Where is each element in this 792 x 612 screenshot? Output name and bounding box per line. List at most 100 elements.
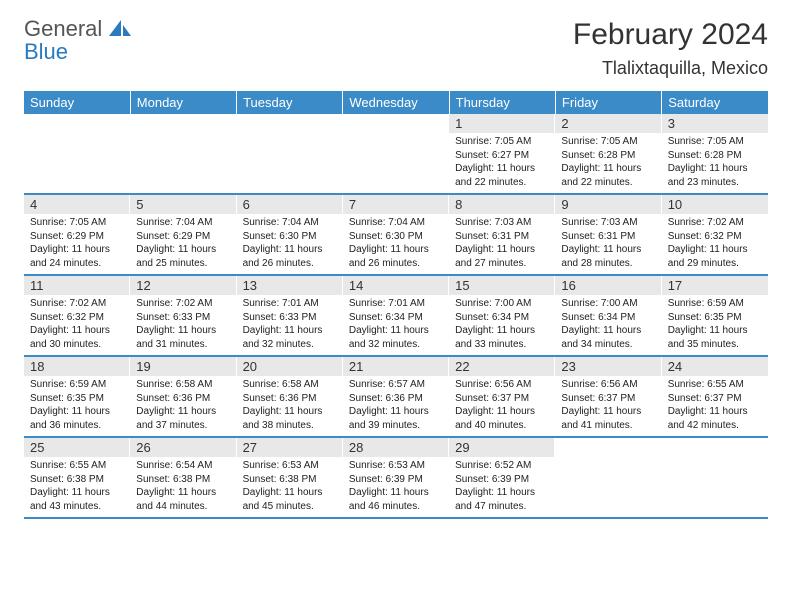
- brand-logo: General Blue: [24, 18, 131, 64]
- sunrise-line: Sunrise: 7:01 AM: [243, 297, 337, 311]
- day-details: Sunrise: 6:52 AMSunset: 6:39 PMDaylight:…: [449, 457, 555, 517]
- calendar-week-row: 25Sunrise: 6:55 AMSunset: 6:38 PMDayligh…: [24, 437, 768, 518]
- sunrise-line: Sunrise: 6:52 AM: [455, 459, 549, 473]
- sunset-line: Sunset: 6:38 PM: [243, 473, 337, 487]
- sunset-line: Sunset: 6:36 PM: [349, 392, 443, 406]
- day-number: 16: [555, 276, 661, 295]
- sunset-line: Sunset: 6:33 PM: [136, 311, 230, 325]
- sunset-line: Sunset: 6:28 PM: [561, 149, 655, 163]
- sunrise-line: Sunrise: 7:02 AM: [136, 297, 230, 311]
- calendar-day-cell: 19Sunrise: 6:58 AMSunset: 6:36 PMDayligh…: [130, 356, 236, 437]
- daylight-line: Daylight: 11 hours and 26 minutes.: [349, 243, 443, 270]
- day-number: 25: [24, 438, 130, 457]
- calendar-day-cell: 9Sunrise: 7:03 AMSunset: 6:31 PMDaylight…: [555, 194, 661, 275]
- day-details: Sunrise: 7:00 AMSunset: 6:34 PMDaylight:…: [449, 295, 555, 355]
- day-details: Sunrise: 6:55 AMSunset: 6:37 PMDaylight:…: [662, 376, 768, 436]
- day-details: Sunrise: 6:55 AMSunset: 6:38 PMDaylight:…: [24, 457, 130, 517]
- sunset-line: Sunset: 6:27 PM: [455, 149, 549, 163]
- brand-text-1: General: [24, 16, 102, 41]
- day-details: Sunrise: 6:54 AMSunset: 6:38 PMDaylight:…: [130, 457, 236, 517]
- sunrise-line: Sunrise: 7:00 AM: [561, 297, 655, 311]
- daylight-line: Daylight: 11 hours and 33 minutes.: [455, 324, 549, 351]
- daylight-line: Daylight: 11 hours and 26 minutes.: [243, 243, 337, 270]
- calendar-day-cell: 24Sunrise: 6:55 AMSunset: 6:37 PMDayligh…: [662, 356, 768, 437]
- day-number: 15: [449, 276, 555, 295]
- calendar-week-row: 11Sunrise: 7:02 AMSunset: 6:32 PMDayligh…: [24, 275, 768, 356]
- calendar-day-cell: 25Sunrise: 6:55 AMSunset: 6:38 PMDayligh…: [24, 437, 130, 518]
- day-details: Sunrise: 7:02 AMSunset: 6:32 PMDaylight:…: [662, 214, 768, 274]
- sunset-line: Sunset: 6:30 PM: [243, 230, 337, 244]
- calendar-day-cell: 1Sunrise: 7:05 AMSunset: 6:27 PMDaylight…: [449, 114, 555, 194]
- sunrise-line: Sunrise: 7:01 AM: [349, 297, 443, 311]
- calendar-day-cell: [555, 437, 661, 518]
- daylight-line: Daylight: 11 hours and 25 minutes.: [136, 243, 230, 270]
- day-number: 21: [343, 357, 449, 376]
- brand-text-2: Blue: [24, 39, 68, 64]
- daylight-line: Daylight: 11 hours and 30 minutes.: [30, 324, 124, 351]
- calendar-day-cell: 10Sunrise: 7:02 AMSunset: 6:32 PMDayligh…: [662, 194, 768, 275]
- sunset-line: Sunset: 6:38 PM: [30, 473, 124, 487]
- day-number: 10: [662, 195, 768, 214]
- weekday-header: Tuesday: [237, 91, 343, 114]
- sunset-line: Sunset: 6:31 PM: [455, 230, 549, 244]
- day-number: 3: [662, 114, 768, 133]
- calendar-day-cell: 16Sunrise: 7:00 AMSunset: 6:34 PMDayligh…: [555, 275, 661, 356]
- daylight-line: Daylight: 11 hours and 28 minutes.: [561, 243, 655, 270]
- calendar-day-cell: 26Sunrise: 6:54 AMSunset: 6:38 PMDayligh…: [130, 437, 236, 518]
- sunrise-line: Sunrise: 7:03 AM: [455, 216, 549, 230]
- daylight-line: Daylight: 11 hours and 35 minutes.: [668, 324, 762, 351]
- sunset-line: Sunset: 6:37 PM: [455, 392, 549, 406]
- calendar-day-cell: 22Sunrise: 6:56 AMSunset: 6:37 PMDayligh…: [449, 356, 555, 437]
- weekday-header: Sunday: [24, 91, 130, 114]
- calendar-day-cell: 17Sunrise: 6:59 AMSunset: 6:35 PMDayligh…: [662, 275, 768, 356]
- day-number: 9: [555, 195, 661, 214]
- calendar-day-cell: 18Sunrise: 6:59 AMSunset: 6:35 PMDayligh…: [24, 356, 130, 437]
- day-details: Sunrise: 6:56 AMSunset: 6:37 PMDaylight:…: [555, 376, 661, 436]
- daylight-line: Daylight: 11 hours and 46 minutes.: [349, 486, 443, 513]
- day-number: 5: [130, 195, 236, 214]
- sunrise-line: Sunrise: 7:05 AM: [561, 135, 655, 149]
- day-details: Sunrise: 7:05 AMSunset: 6:28 PMDaylight:…: [662, 133, 768, 193]
- sunset-line: Sunset: 6:30 PM: [349, 230, 443, 244]
- calendar-page: General Blue February 2024 Tlalixtaquill…: [0, 0, 792, 537]
- page-header: General Blue February 2024 Tlalixtaquill…: [24, 18, 768, 79]
- sunset-line: Sunset: 6:28 PM: [668, 149, 762, 163]
- daylight-line: Daylight: 11 hours and 24 minutes.: [30, 243, 124, 270]
- daylight-line: Daylight: 11 hours and 44 minutes.: [136, 486, 230, 513]
- sunrise-line: Sunrise: 7:05 AM: [30, 216, 124, 230]
- title-block: February 2024 Tlalixtaquilla, Mexico: [573, 18, 768, 79]
- day-number: 27: [237, 438, 343, 457]
- day-details: Sunrise: 7:02 AMSunset: 6:33 PMDaylight:…: [130, 295, 236, 355]
- weekday-header: Saturday: [662, 91, 768, 114]
- calendar-week-row: 18Sunrise: 6:59 AMSunset: 6:35 PMDayligh…: [24, 356, 768, 437]
- sunset-line: Sunset: 6:32 PM: [668, 230, 762, 244]
- day-details: Sunrise: 6:57 AMSunset: 6:36 PMDaylight:…: [343, 376, 449, 436]
- day-number: 6: [237, 195, 343, 214]
- sunset-line: Sunset: 6:29 PM: [30, 230, 124, 244]
- calendar-day-cell: 7Sunrise: 7:04 AMSunset: 6:30 PMDaylight…: [343, 194, 449, 275]
- sunrise-line: Sunrise: 6:59 AM: [668, 297, 762, 311]
- day-details: Sunrise: 6:53 AMSunset: 6:39 PMDaylight:…: [343, 457, 449, 517]
- day-number: 2: [555, 114, 661, 133]
- calendar-day-cell: 6Sunrise: 7:04 AMSunset: 6:30 PMDaylight…: [237, 194, 343, 275]
- sunset-line: Sunset: 6:39 PM: [349, 473, 443, 487]
- day-number: 1: [449, 114, 555, 133]
- calendar-day-cell: 3Sunrise: 7:05 AMSunset: 6:28 PMDaylight…: [662, 114, 768, 194]
- daylight-line: Daylight: 11 hours and 39 minutes.: [349, 405, 443, 432]
- sunset-line: Sunset: 6:37 PM: [561, 392, 655, 406]
- sunset-line: Sunset: 6:34 PM: [455, 311, 549, 325]
- sunrise-line: Sunrise: 7:02 AM: [668, 216, 762, 230]
- day-details: Sunrise: 7:05 AMSunset: 6:28 PMDaylight:…: [555, 133, 661, 193]
- daylight-line: Daylight: 11 hours and 42 minutes.: [668, 405, 762, 432]
- calendar-day-cell: 15Sunrise: 7:00 AMSunset: 6:34 PMDayligh…: [449, 275, 555, 356]
- brand-sail-icon: [109, 20, 131, 36]
- sunset-line: Sunset: 6:34 PM: [349, 311, 443, 325]
- calendar-day-cell: 4Sunrise: 7:05 AMSunset: 6:29 PMDaylight…: [24, 194, 130, 275]
- daylight-line: Daylight: 11 hours and 41 minutes.: [561, 405, 655, 432]
- sunrise-line: Sunrise: 7:00 AM: [455, 297, 549, 311]
- sunset-line: Sunset: 6:33 PM: [243, 311, 337, 325]
- sunrise-line: Sunrise: 7:05 AM: [455, 135, 549, 149]
- sunset-line: Sunset: 6:31 PM: [561, 230, 655, 244]
- sunrise-line: Sunrise: 6:54 AM: [136, 459, 230, 473]
- day-details: Sunrise: 7:05 AMSunset: 6:29 PMDaylight:…: [24, 214, 130, 274]
